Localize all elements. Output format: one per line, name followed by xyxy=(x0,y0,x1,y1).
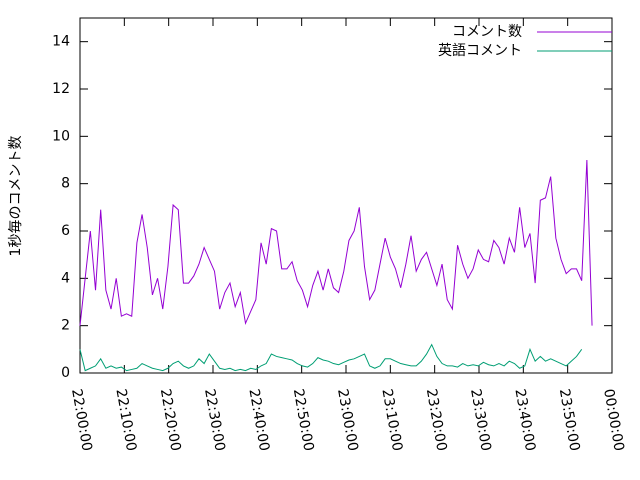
y-tick-label: 10 xyxy=(52,128,70,144)
x-tick-label: 22:10:00 xyxy=(112,388,139,453)
plot-frame xyxy=(79,17,613,374)
y-tick-label: 8 xyxy=(61,176,70,192)
data-line xyxy=(79,159,593,326)
x-tick-label: 23:40:00 xyxy=(511,388,538,453)
x-tick-label: 22:20:00 xyxy=(157,388,184,453)
x-tick-label: 23:30:00 xyxy=(467,388,494,453)
x-tick-label: 23:20:00 xyxy=(423,388,450,453)
x-tick-label: 23:10:00 xyxy=(378,388,405,453)
legend-label: 英語コメント xyxy=(438,42,522,59)
y-tick-label: 12 xyxy=(52,81,70,97)
y-axis-label: 1秒毎のコメント数 xyxy=(8,136,24,257)
y-tick-label: 6 xyxy=(61,223,70,239)
x-tick-label: 22:50:00 xyxy=(290,388,317,453)
y-tick-label: 14 xyxy=(52,34,70,50)
y-tick-label: 0 xyxy=(61,365,70,381)
x-tick-label: 22:30:00 xyxy=(201,388,228,453)
x-tick-label: 23:00:00 xyxy=(334,388,361,453)
y-tick-label: 4 xyxy=(61,270,70,286)
x-tick-label: 23:50:00 xyxy=(556,388,583,453)
legend-label: コメント数 xyxy=(452,24,522,40)
x-tick-label: 22:40:00 xyxy=(245,388,272,453)
data-line xyxy=(79,343,583,372)
x-tick-label: 00:00:00 xyxy=(600,388,627,453)
y-tick-label: 2 xyxy=(61,318,70,334)
x-tick-label: 22:00:00 xyxy=(68,388,95,453)
